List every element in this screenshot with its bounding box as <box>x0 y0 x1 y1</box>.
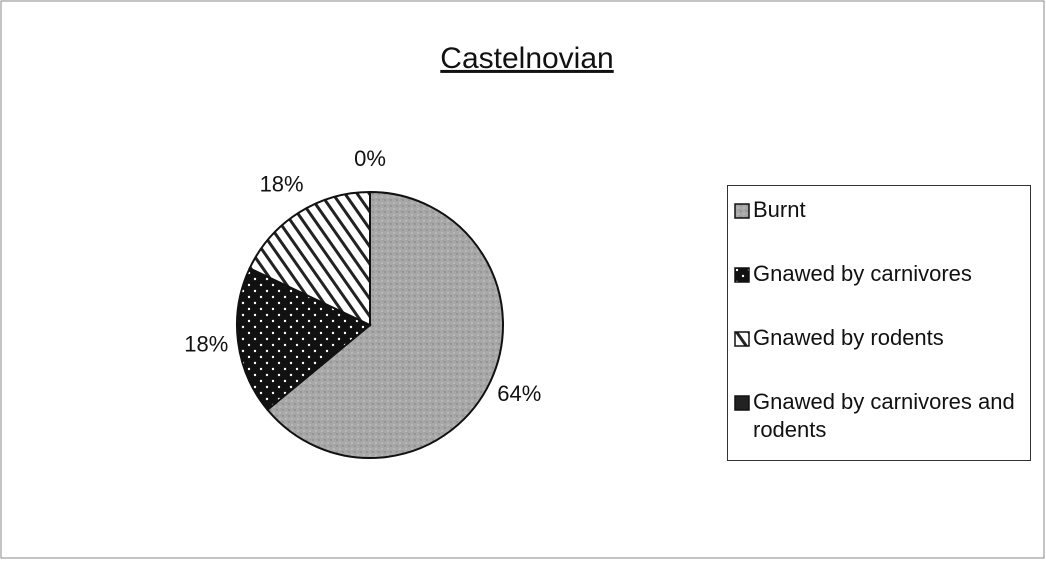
legend-swatch <box>734 395 750 411</box>
legend-entry: Gnawed by carnivores and rodents <box>734 388 1024 444</box>
legend-label: Gnawed by rodents <box>753 325 944 350</box>
legend-swatch <box>734 267 750 283</box>
legend-swatch <box>734 203 750 219</box>
data-label: 0% <box>354 146 386 171</box>
chart-title: Castelnovian <box>440 42 613 75</box>
pie-slice <box>236 267 372 412</box>
legend-label: Gnawed by carnivores <box>753 261 972 286</box>
pie-slice <box>248 190 371 327</box>
legend-entry: Gnawed by rodents <box>734 324 1024 352</box>
legend-entry: Gnawed by carnivores <box>734 260 1024 288</box>
legend: Burnt Gnawed by carnivores Gnawed by roden… <box>727 185 1031 461</box>
data-label: 64% <box>497 381 541 406</box>
legend-swatch-rect <box>734 331 750 347</box>
legend-swatch <box>734 331 750 347</box>
data-label: 18% <box>184 331 228 356</box>
legend-entry: Burnt <box>734 196 1024 224</box>
legend-swatch-rect <box>734 267 750 283</box>
legend-label: Burnt <box>753 197 806 222</box>
pie-slice <box>266 190 504 459</box>
data-label: 18% <box>260 171 304 196</box>
legend-label: Gnawed by carnivores and rodents <box>753 389 1015 442</box>
legend-swatch-rect <box>734 395 750 411</box>
legend-swatch-rect <box>734 203 750 219</box>
